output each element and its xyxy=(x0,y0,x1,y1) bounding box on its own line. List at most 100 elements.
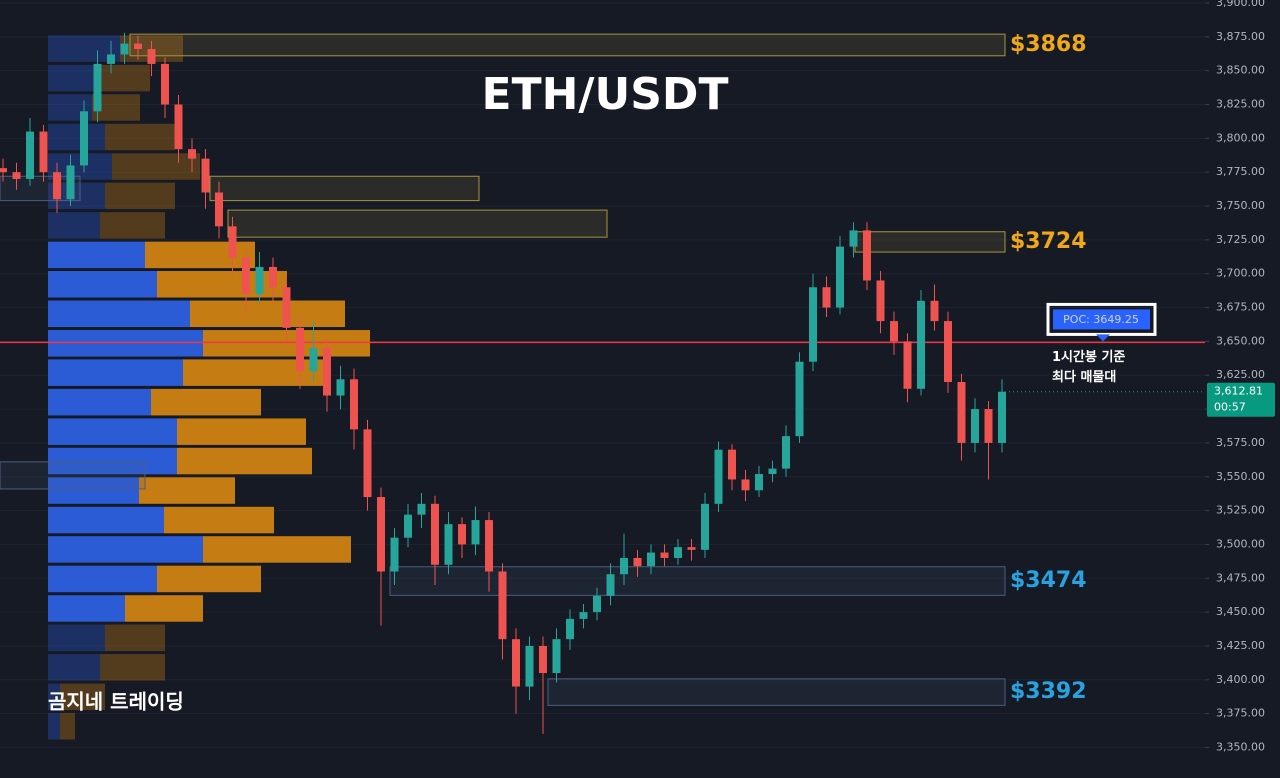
profile-sell-bar xyxy=(151,388,261,416)
zone xyxy=(854,231,1006,253)
candle-body xyxy=(795,361,804,437)
y-tick-label: 3,350.00 xyxy=(1216,740,1265,753)
candle-body xyxy=(107,54,115,64)
candle-body xyxy=(323,348,331,396)
candle-body xyxy=(525,645,534,687)
candle-body xyxy=(174,104,183,150)
candle-body xyxy=(336,379,345,396)
candle-body xyxy=(755,474,763,491)
candle-body xyxy=(120,43,129,55)
y-tick-label: 3,825.00 xyxy=(1216,98,1265,111)
zone xyxy=(547,678,1006,706)
candle-body xyxy=(768,468,777,475)
candle-body xyxy=(377,497,385,572)
last-price-label: 3,612.81 xyxy=(1214,385,1263,398)
y-tick-label: 3,400.00 xyxy=(1216,673,1265,686)
candle-body xyxy=(674,547,682,558)
y-tick-label: 3,650.00 xyxy=(1216,334,1265,347)
candle-body xyxy=(134,43,142,50)
candle-body xyxy=(12,172,21,179)
candle-body xyxy=(849,230,858,247)
y-tick-label: 3,800.00 xyxy=(1216,131,1265,144)
zone xyxy=(227,209,608,238)
y-tick-label: 3,500.00 xyxy=(1216,537,1265,550)
profile-sell-bar xyxy=(145,241,255,269)
candle-body xyxy=(390,537,399,572)
y-tick-label: 3,550.00 xyxy=(1216,470,1265,483)
candle-body xyxy=(53,172,61,200)
candle-body xyxy=(26,131,34,179)
candle-body xyxy=(309,348,318,372)
profile-sell-bar xyxy=(157,565,261,593)
candle-body xyxy=(890,321,898,342)
poc-label-box xyxy=(1053,309,1150,330)
y-tick-label: 3,900.00 xyxy=(1216,0,1265,9)
candle-body xyxy=(552,639,561,674)
y-tick-label: 3,475.00 xyxy=(1216,571,1265,584)
profile-buy-bar xyxy=(48,359,183,386)
candle-body xyxy=(242,257,250,295)
y-tick-label: 3,425.00 xyxy=(1216,639,1265,652)
profile-buy-bar xyxy=(48,212,100,239)
candle-body xyxy=(296,327,304,372)
profile-buy-bar xyxy=(48,654,100,681)
candle-body xyxy=(147,49,156,64)
candle-body xyxy=(188,149,196,159)
profile-buy-bar xyxy=(48,595,125,622)
profile-buy-bar xyxy=(48,536,203,563)
profile-sell-bar xyxy=(190,300,345,328)
last-price-box xyxy=(1207,382,1275,417)
y-tick-label: 3,625.00 xyxy=(1216,368,1265,381)
candle-body xyxy=(444,524,453,565)
profile-buy-bar xyxy=(48,330,203,357)
candle-body xyxy=(66,165,75,200)
profile-buy-bar xyxy=(48,64,100,92)
candle-body xyxy=(687,547,696,550)
candle-body xyxy=(39,131,48,173)
profile-sell-bar xyxy=(177,447,312,475)
candle-body xyxy=(741,479,750,491)
candle-body xyxy=(471,520,480,545)
candle-body xyxy=(350,379,358,430)
profile-sell-bar xyxy=(100,64,150,92)
candle-body xyxy=(971,409,979,443)
profile-buy-bar xyxy=(48,477,139,504)
candle-body xyxy=(363,429,372,498)
countdown-label: 00:57 xyxy=(1214,401,1246,414)
candle-body xyxy=(647,552,655,567)
y-tick-label: 3,750.00 xyxy=(1216,199,1265,212)
candle-body xyxy=(660,552,669,558)
candle-body xyxy=(957,382,966,443)
zone xyxy=(389,566,1006,596)
candle-body xyxy=(93,63,102,112)
candle-body xyxy=(512,639,520,687)
profile-sell-bar xyxy=(105,123,175,151)
candle-body xyxy=(903,341,912,389)
profile-sell-bar xyxy=(100,212,165,239)
profile-buy-bar xyxy=(48,565,157,593)
profile-buy-bar xyxy=(48,123,105,151)
candle-body xyxy=(606,574,615,596)
candle-body xyxy=(255,266,264,295)
candle-body xyxy=(282,287,291,328)
candle-body xyxy=(431,503,439,565)
profile-sell-bar xyxy=(203,536,351,563)
profile-sell-bar xyxy=(105,624,165,652)
y-tick-label: 3,700.00 xyxy=(1216,267,1265,280)
y-tick-label: 3,725.00 xyxy=(1216,233,1265,246)
profile-buy-bar xyxy=(48,241,145,269)
y-tick-label: 3,575.00 xyxy=(1216,436,1265,449)
poc-note: 1시간봉 기준 xyxy=(1052,349,1125,365)
candle-body xyxy=(228,226,237,258)
candle-body xyxy=(201,158,210,193)
profile-buy-bar xyxy=(48,418,177,445)
poc-note: 최다 매물대 xyxy=(1052,369,1116,385)
profile-buy-bar xyxy=(48,388,151,416)
profile-buy-bar xyxy=(48,447,177,475)
profile-sell-bar xyxy=(60,683,105,711)
poc-pointer xyxy=(1096,334,1110,342)
profile-buy-bar xyxy=(48,271,157,298)
candle-body xyxy=(944,321,952,382)
